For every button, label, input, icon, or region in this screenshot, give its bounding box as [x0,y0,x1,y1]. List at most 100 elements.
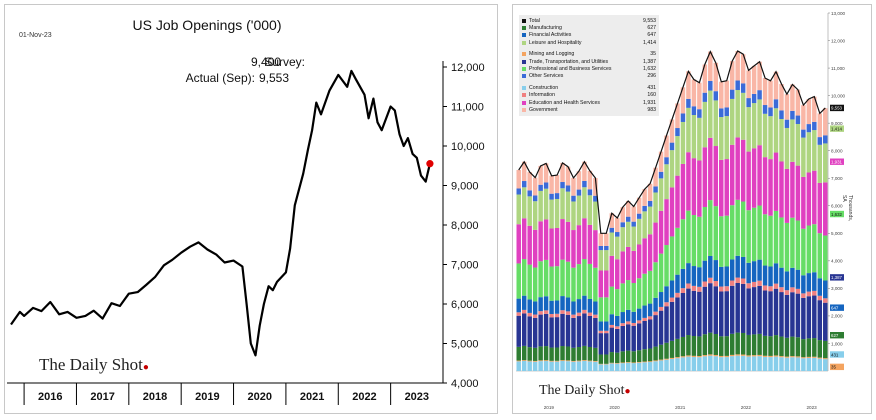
bar-segment [795,123,801,166]
bar-segment [817,233,823,279]
legend-swatch [522,107,526,112]
bar-segment [664,245,669,287]
bar-segment [571,347,576,361]
legend-value: 431 [647,84,656,91]
x-tick-label: 2021 [675,405,686,410]
bar-segment [762,265,768,286]
bar-segment [642,361,647,363]
bar-segment [746,355,751,357]
bar-segment [598,250,604,271]
bar-segment [615,217,620,233]
bar-segment [647,206,653,235]
bar-segment [625,280,631,310]
bar-segment [658,171,664,179]
bar-segment [697,216,702,268]
x-tick-label: 2019 [195,391,219,403]
x-tick-label: 2023 [806,405,817,410]
bar-segment [543,360,549,362]
bar-segment [636,213,642,219]
bar-segment [724,357,729,371]
bar-segment [746,107,751,152]
bar-segment [773,210,779,264]
bar-segment [757,99,762,146]
bar-segment [565,166,571,186]
bar-segment [817,278,823,296]
bar-segment [680,219,686,269]
bar-segment [587,360,593,362]
bar-segment [729,61,735,90]
bar-segment [691,285,697,291]
bar-segment [702,334,708,356]
bar-segment [784,222,790,272]
bar-segment [598,233,604,246]
bar-segment [680,268,686,289]
bar-segment [625,362,631,363]
bar-segment [801,358,806,371]
bar-segment [593,301,598,315]
legend-label: Education and Health Services [529,99,600,106]
legend-value: 627 [647,25,656,32]
end-label-text: 647 [831,305,839,310]
y-tick-label: 8,000 [831,148,843,153]
bar-segment [740,283,746,333]
bar-segment [609,255,615,287]
bar-segment [615,259,620,290]
bar-segment [719,108,724,118]
bar-segment [729,259,735,281]
bar-segment [757,333,762,355]
bar-segment [516,188,521,195]
end-label-box [830,363,844,371]
bar-segment [576,189,582,196]
bar-segment [516,346,521,361]
bar-segment [680,357,686,371]
bar-segment [636,362,642,371]
bar-segment [817,357,823,359]
bar-segment [806,291,812,297]
job-openings-plot: 4,000 5,000 6,000 7,000 8,000 9,000 10,000 11,0… [7,61,485,405]
bar-segment [538,165,543,185]
bar-segment [582,345,587,361]
bar-segment [636,308,642,321]
bar-segment [554,313,560,318]
legend-label: Financial Activities [529,32,572,39]
bar-segment [527,172,532,191]
bar-segment [571,317,576,348]
bar-segment [735,283,740,333]
end-label-text: 627 [831,333,839,338]
bar-segment [576,360,582,362]
legend-value: 1,387 [643,58,656,65]
bar-segment [708,354,713,356]
legend-swatch [522,74,526,79]
bar-segment [664,157,669,165]
bar-segment [615,326,620,329]
bar-segment [604,250,609,271]
bar-segment [724,215,729,267]
bar-segment [779,356,784,358]
bar-segment [779,83,784,111]
bar-segment [647,362,653,371]
bar-segment [823,358,828,360]
bar-segment [790,336,795,357]
bar-segment [604,297,609,322]
bar-segment [609,314,615,325]
bar-segment [724,336,729,356]
bar-segment [593,361,598,371]
bar-segment [653,167,658,187]
bar-segment [625,309,631,322]
bar-segment [669,297,675,302]
bar-segment [565,191,571,222]
bar-segment [779,217,784,268]
legend-swatch [522,18,526,23]
bar-segment [636,350,642,362]
bar-segment [625,324,631,351]
bar-segment [669,280,675,298]
bar-segment [812,295,817,339]
bar-segment [790,357,795,371]
bar-segment [757,90,762,100]
bar-segment [751,356,757,371]
legend-item: Leisure and Hospitality 1,414 [522,39,656,46]
bar-segment [532,177,538,196]
bar-segment [664,359,669,371]
bar-segment [779,292,784,337]
bar-segment [593,360,598,362]
